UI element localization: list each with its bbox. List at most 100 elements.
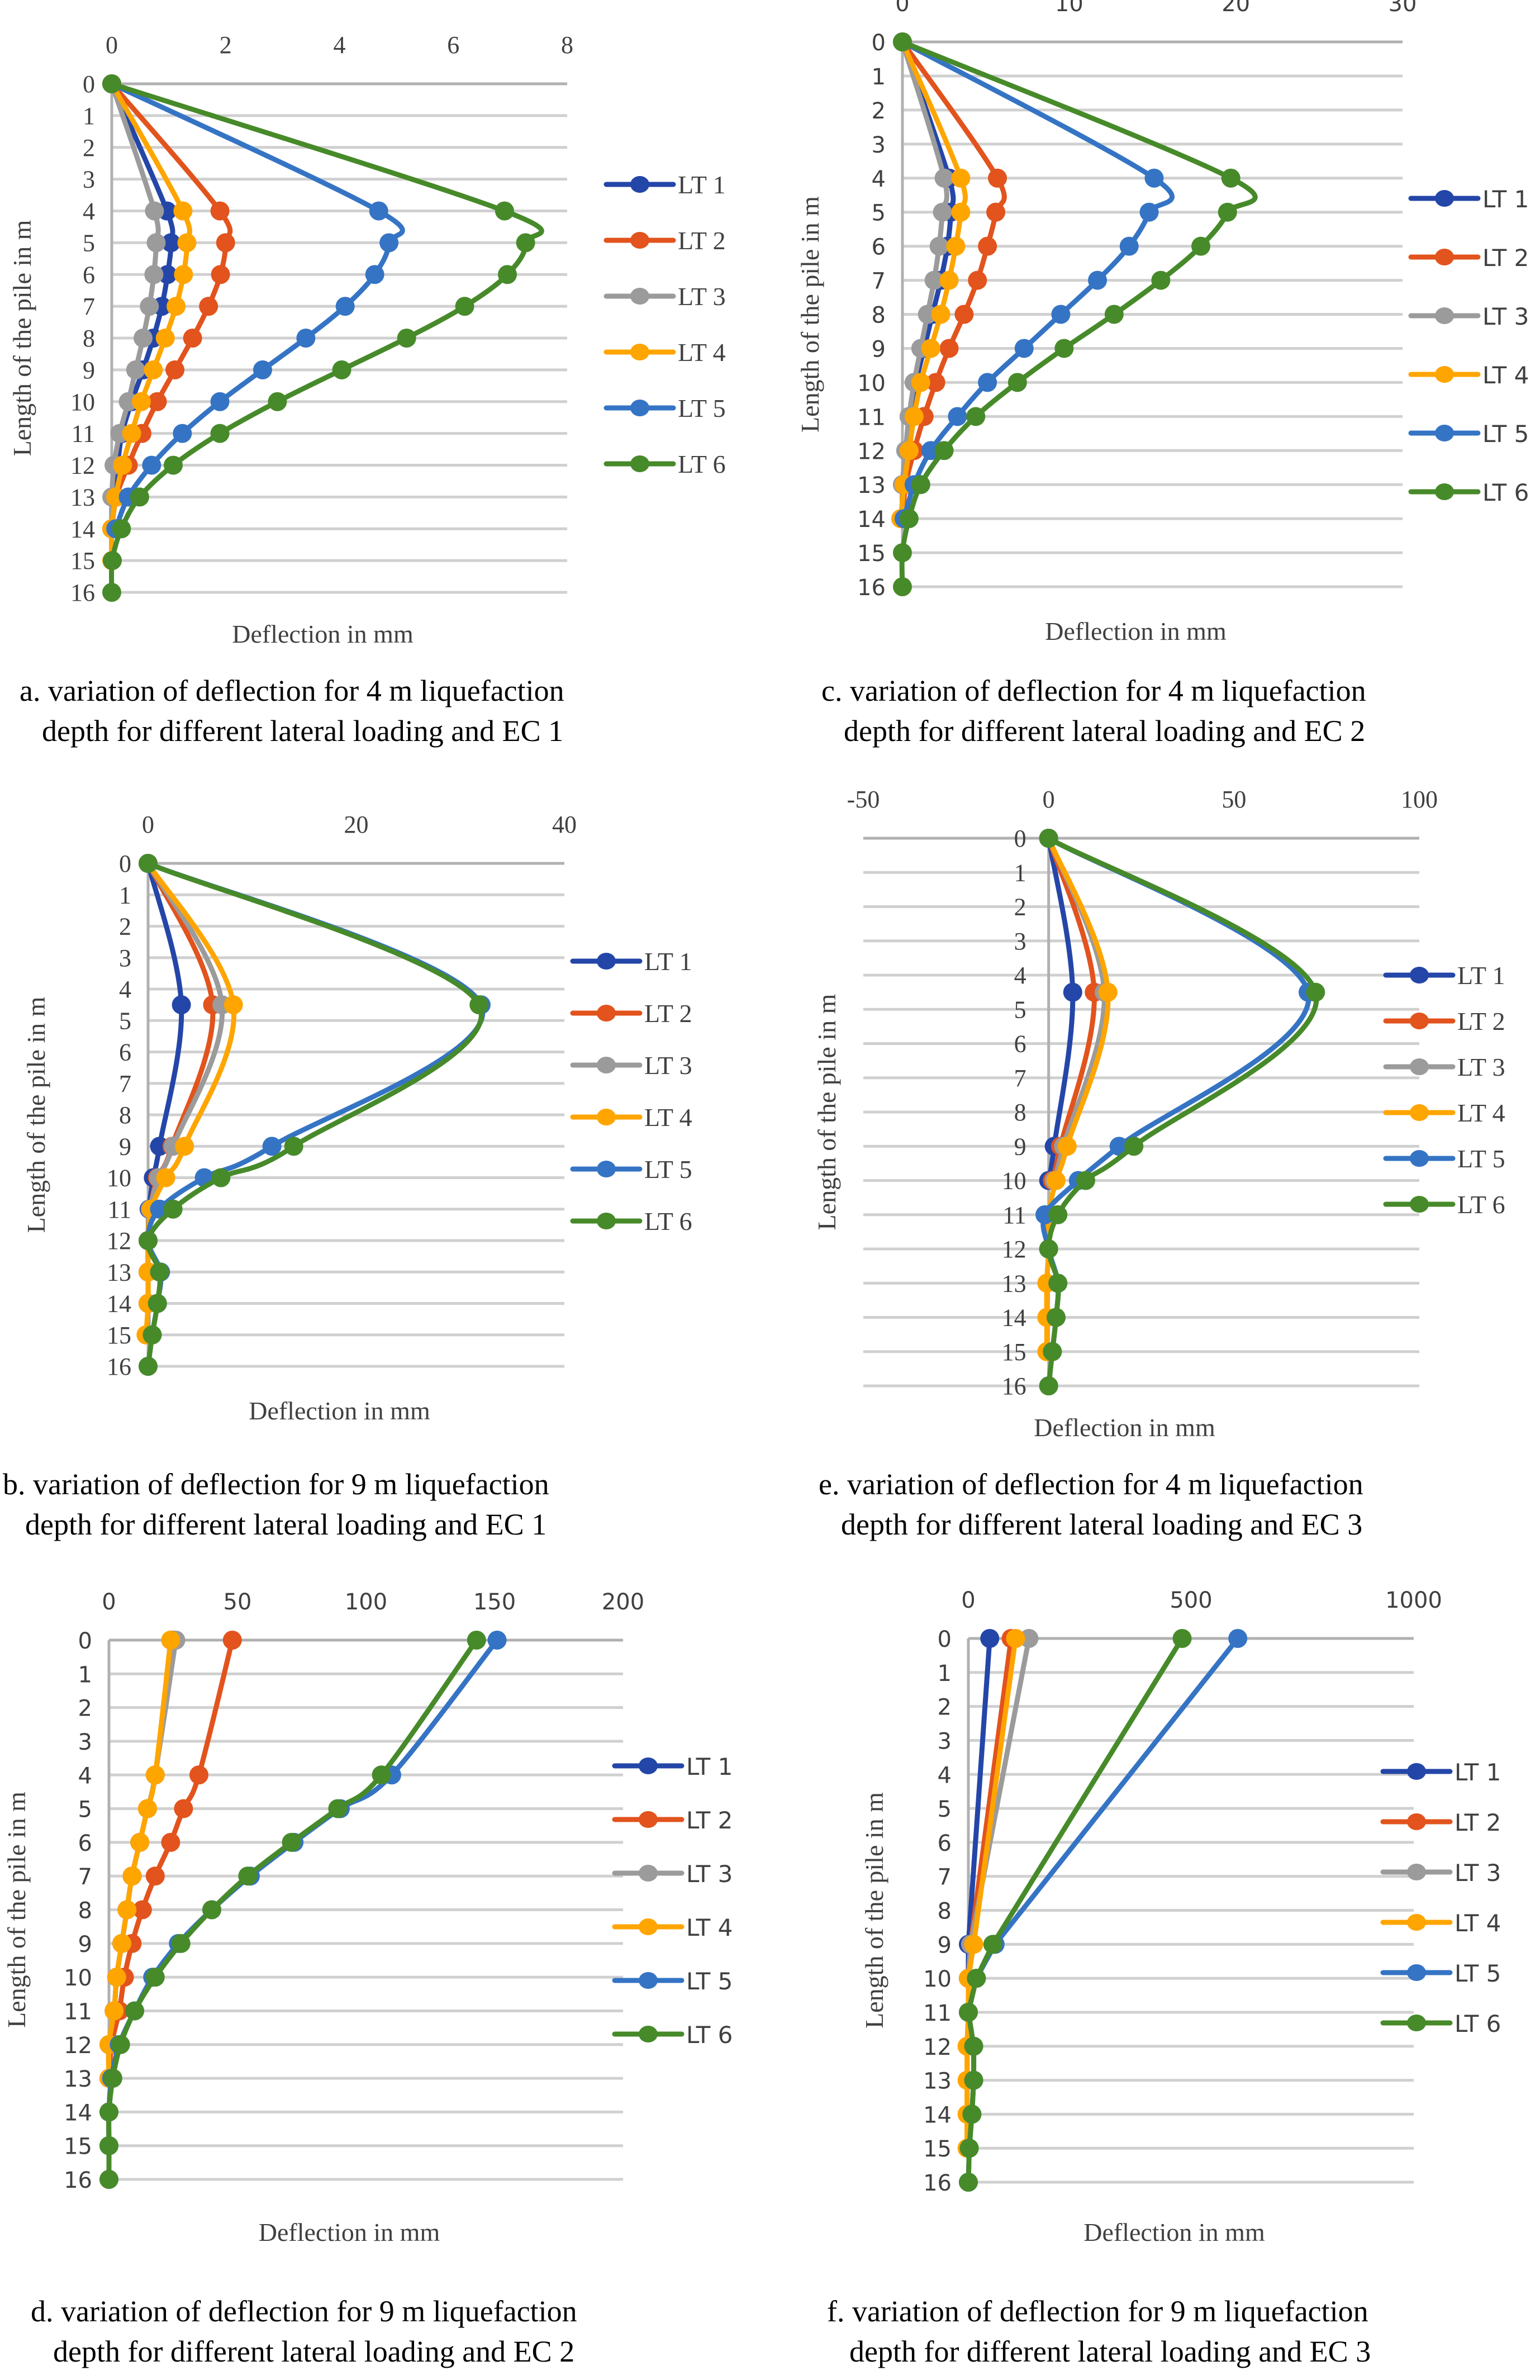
data-point [397, 329, 416, 348]
data-point [332, 360, 351, 379]
caption-d: d. variation of deflection for 9 m lique… [31, 2291, 577, 2372]
y-tick-label: 12 [857, 439, 886, 464]
y-tick-label: 13 [70, 483, 95, 511]
data-point [262, 1137, 282, 1156]
y-tick-label: 16 [64, 2168, 92, 2193]
data-point [165, 360, 185, 379]
caption-line: depth for different lateral loading and … [25, 1508, 547, 1541]
data-point [1039, 1239, 1058, 1258]
data-point [1109, 1137, 1129, 1156]
legend-label: LT 6 [1455, 2010, 1501, 2037]
legend-item: LT 2 [570, 999, 692, 1028]
data-point [210, 392, 230, 411]
data-point [173, 424, 192, 443]
data-point [139, 854, 158, 873]
legend-label: LT 6 [1482, 479, 1529, 506]
data-point [379, 233, 399, 253]
legend-label: LT 1 [1457, 961, 1505, 990]
y-tick-label: 8 [78, 1898, 92, 1924]
legend-marker [1435, 483, 1454, 500]
legend-marker [1410, 1196, 1429, 1213]
data-point [1014, 339, 1034, 358]
x-tick-label: 8 [561, 31, 573, 59]
data-point [174, 265, 193, 284]
data-point [967, 1969, 986, 1988]
y-tick-label: 12 [923, 2035, 952, 2060]
data-point [189, 1765, 208, 1785]
data-point [988, 168, 1007, 188]
data-point [899, 509, 919, 529]
y-tick-label: 3 [938, 1728, 952, 1754]
legend-marker [1435, 425, 1454, 441]
legend-item: LT 2 [603, 226, 726, 255]
data-point [1104, 305, 1124, 324]
legend-label: LT 3 [686, 1860, 733, 1888]
data-point [369, 201, 388, 221]
data-point [964, 2070, 983, 2090]
legend-label: LT 1 [678, 170, 726, 199]
x-tick-label: -50 [847, 786, 880, 813]
y-tick-label: 4 [78, 1763, 92, 1789]
y-axis-title: Length of the pile in m [860, 1792, 888, 2029]
y-tick-label: 0 [83, 70, 95, 98]
data-point [948, 407, 967, 426]
y-tick-label: 8 [938, 1899, 952, 1925]
y-tick-label: 8 [119, 1101, 131, 1129]
legend-f: LT 1 LT 2 LT 3 LT 4 LT 5 LT 6 [1380, 1759, 1501, 2037]
y-tick-label: 6 [78, 1831, 92, 1856]
legend-label: LT 4 [1482, 362, 1529, 389]
legend-item: LT 5 [1408, 420, 1529, 448]
data-point [1139, 202, 1159, 222]
data-point [1063, 982, 1082, 1002]
legend-item: LT 5 [1380, 1960, 1501, 1987]
y-tick-label: 1 [119, 881, 131, 909]
y-tick-label: 11 [108, 1196, 131, 1223]
series-lt6 [99, 1631, 486, 2189]
y-tick-label: 15 [70, 547, 95, 574]
data-point [959, 2173, 978, 2192]
y-tick-label: 5 [938, 1797, 952, 1822]
y-tick-label: 9 [78, 1932, 92, 1958]
legend-label: LT 4 [686, 1914, 733, 1941]
data-point [145, 1866, 165, 1886]
legend-label: LT 5 [686, 1968, 733, 1995]
legend-marker [639, 1972, 658, 1989]
data-point [224, 995, 243, 1015]
legend-marker [1435, 190, 1454, 207]
data-point [202, 1900, 221, 1920]
x-tick-label: 0 [142, 811, 154, 838]
data-point [328, 1799, 348, 1818]
y-tick-label: 7 [78, 1864, 92, 1890]
data-point [1076, 1171, 1095, 1190]
caption-line: a. variation of deflection for 4 m lique… [20, 674, 564, 707]
legend-marker [597, 1213, 616, 1229]
legend-item: LT 6 [1380, 2010, 1501, 2037]
data-point [495, 201, 514, 221]
x-tick-label: 1000 [1385, 1588, 1442, 1613]
y-tick-label: 4 [938, 1763, 952, 1788]
legend-item: LT 1 [603, 170, 726, 199]
data-point [1051, 305, 1071, 324]
y-tick-label: 5 [119, 1007, 131, 1034]
legend-marker [597, 1057, 616, 1073]
y-tick-label: 0 [1014, 825, 1026, 852]
data-point [148, 1294, 167, 1313]
y-tick-label: 15 [64, 2134, 92, 2160]
data-point [893, 577, 912, 596]
data-point [142, 1325, 162, 1345]
y-tick-label: 4 [119, 976, 131, 1003]
data-point [117, 1900, 137, 1920]
legend-item: LT 3 [1408, 303, 1529, 330]
legend-item: LT 3 [603, 282, 726, 311]
data-point [216, 233, 235, 253]
x-axis-title: Deflection in mm [1083, 2218, 1265, 2246]
data-point [161, 233, 180, 253]
y-tick-label: 16 [1002, 1372, 1026, 1400]
caption-line: depth for different lateral loading and … [53, 2335, 575, 2368]
data-point [104, 2001, 124, 2021]
legend-d: LT 1 LT 2 LT 3 LT 4 LT 5 LT 6 [612, 1753, 733, 2049]
data-point [158, 265, 177, 284]
